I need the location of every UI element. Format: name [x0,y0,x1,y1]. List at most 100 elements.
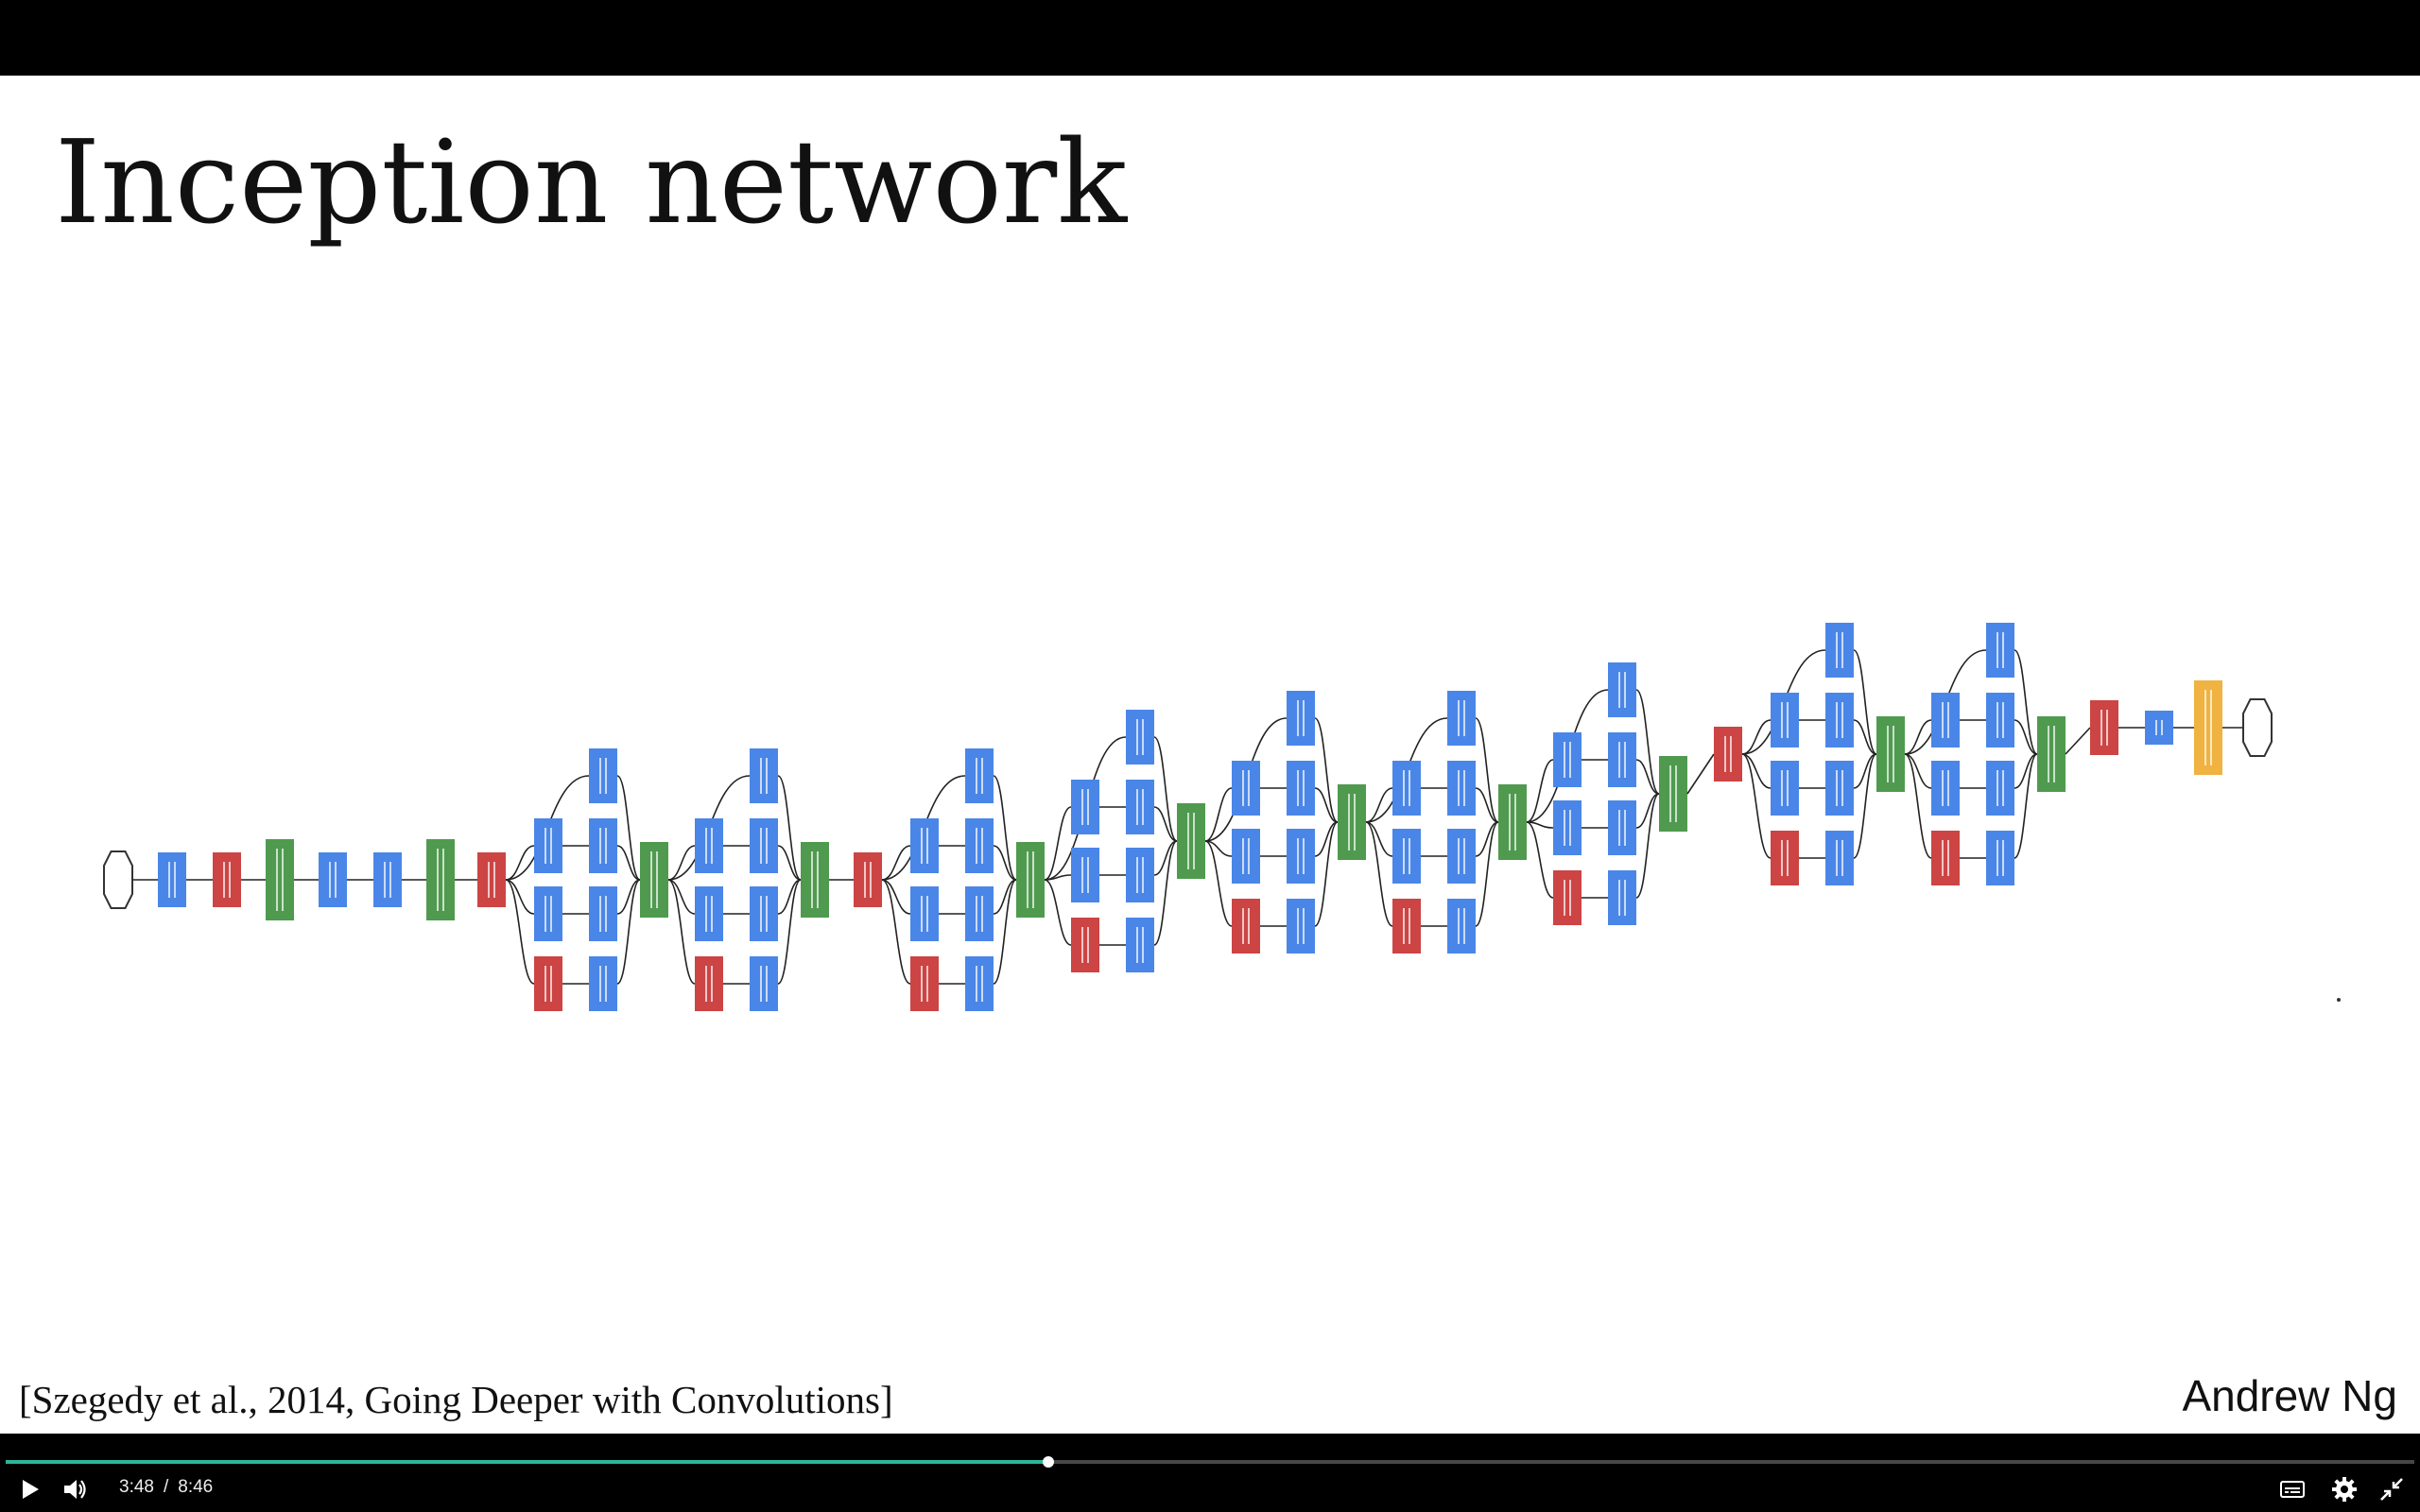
maxpool-block-53 [1392,899,1421,954]
edge [1904,719,1932,755]
conv-block-40 [1287,691,1315,746]
edge [1314,717,1339,823]
edge [1635,793,1660,899]
edge [616,775,641,881]
conv-block-48 [1447,691,1476,746]
lrn-block-2 [266,839,294,920]
edge [1475,821,1499,927]
conv-block-79 [1986,831,2014,885]
conv-block-65 [1825,623,1854,678]
maxpool-block-29 [910,956,939,1011]
depthconcat-block-80 [2037,716,2066,792]
conv-block-44 [1287,829,1315,884]
edge [1204,840,1233,927]
author-name: Andrew Ng [2182,1371,2397,1420]
captions-icon[interactable] [2278,1475,2307,1503]
edge [1526,821,1554,829]
conv-block-52 [1447,829,1476,884]
gear-icon[interactable] [2330,1475,2359,1503]
conv-block-27 [910,886,939,941]
conv-block-42 [1287,761,1315,816]
conv-block-41 [1232,761,1260,816]
conv-block-51 [1392,829,1421,884]
volume-icon[interactable] [60,1475,89,1503]
exit-fullscreen-icon[interactable] [2377,1475,2406,1503]
conv-block-17 [750,818,778,873]
conv-block-69 [1825,761,1854,816]
input-node [103,850,133,909]
conv-block-50 [1447,761,1476,816]
edge [616,845,641,881]
edge [1365,787,1393,823]
conv-block-30 [965,956,994,1011]
maxpool-block-64 [1714,727,1742,782]
conv-block-24 [965,748,994,803]
edge [993,845,1017,881]
play-icon[interactable] [15,1475,43,1503]
edge [1635,689,1660,795]
edge [1153,736,1178,842]
maxpool-block-12 [534,956,562,1011]
edge [1204,840,1233,857]
conv-block-71 [1825,831,1854,885]
edge [505,879,535,985]
edge [777,879,802,985]
time-display: 3:48 / 8:46 [119,1477,213,1498]
conv-block-38 [1126,918,1154,972]
conv-block-36 [1126,848,1154,902]
conv-block-13 [589,956,617,1011]
edge [1635,759,1660,795]
edge [1475,787,1499,823]
edge [1314,787,1339,823]
avgpool-block-81 [2090,700,2118,755]
edge [777,845,802,881]
maxpool-block-20 [695,956,723,1011]
current-time: 3:48 [119,1477,154,1497]
conv-block-26 [965,818,994,873]
maxpool-block-45 [1232,899,1260,954]
conv-block-0 [158,852,186,907]
softmax-output-node [2242,698,2273,757]
edge [505,879,535,915]
edge [505,845,535,881]
edge [667,845,696,881]
progress-bar[interactable] [6,1456,2414,1468]
conv-block-11 [589,886,617,941]
conv-block-58 [1608,732,1636,787]
conv-block-18 [695,886,723,941]
conv-block-76 [1931,761,1960,816]
conv-block-49 [1392,761,1421,816]
citation: [Szegedy et al., 2014, Going Deeper with… [19,1378,893,1421]
edge [1526,821,1554,899]
conv-block-43 [1232,829,1260,884]
conv-block-54 [1447,899,1476,954]
conv-block-66 [1771,693,1799,747]
progress-handle[interactable] [1043,1456,1055,1468]
depthconcat-block-47 [1338,784,1366,860]
edge [1365,821,1393,927]
depthconcat-block-63 [1659,756,1687,832]
slide: Inception network [Szegedy et al., 2014,… [0,76,2420,1434]
edge [1686,753,1715,795]
inception-network-diagram [103,623,2341,1011]
conv-block-75 [1986,693,2014,747]
edge [993,775,1017,881]
time-separator: / [163,1477,169,1497]
maxpool-block-37 [1071,918,1099,972]
edge [1526,759,1554,823]
edge [2014,753,2038,859]
edge [2065,727,2091,755]
conv-block-34 [1126,780,1154,834]
depthconcat-block-31 [1016,842,1045,918]
edge [1204,787,1233,842]
edge [1044,806,1072,881]
edge [1741,753,1772,859]
edge [1044,874,1072,881]
edge [1044,879,1072,946]
maxpool-block-6 [477,852,506,907]
edge [881,845,911,881]
conv-block-77 [1986,761,2014,816]
conv-block-59 [1553,800,1582,855]
lrn-block-5 [426,839,455,920]
edge [1904,753,1932,859]
